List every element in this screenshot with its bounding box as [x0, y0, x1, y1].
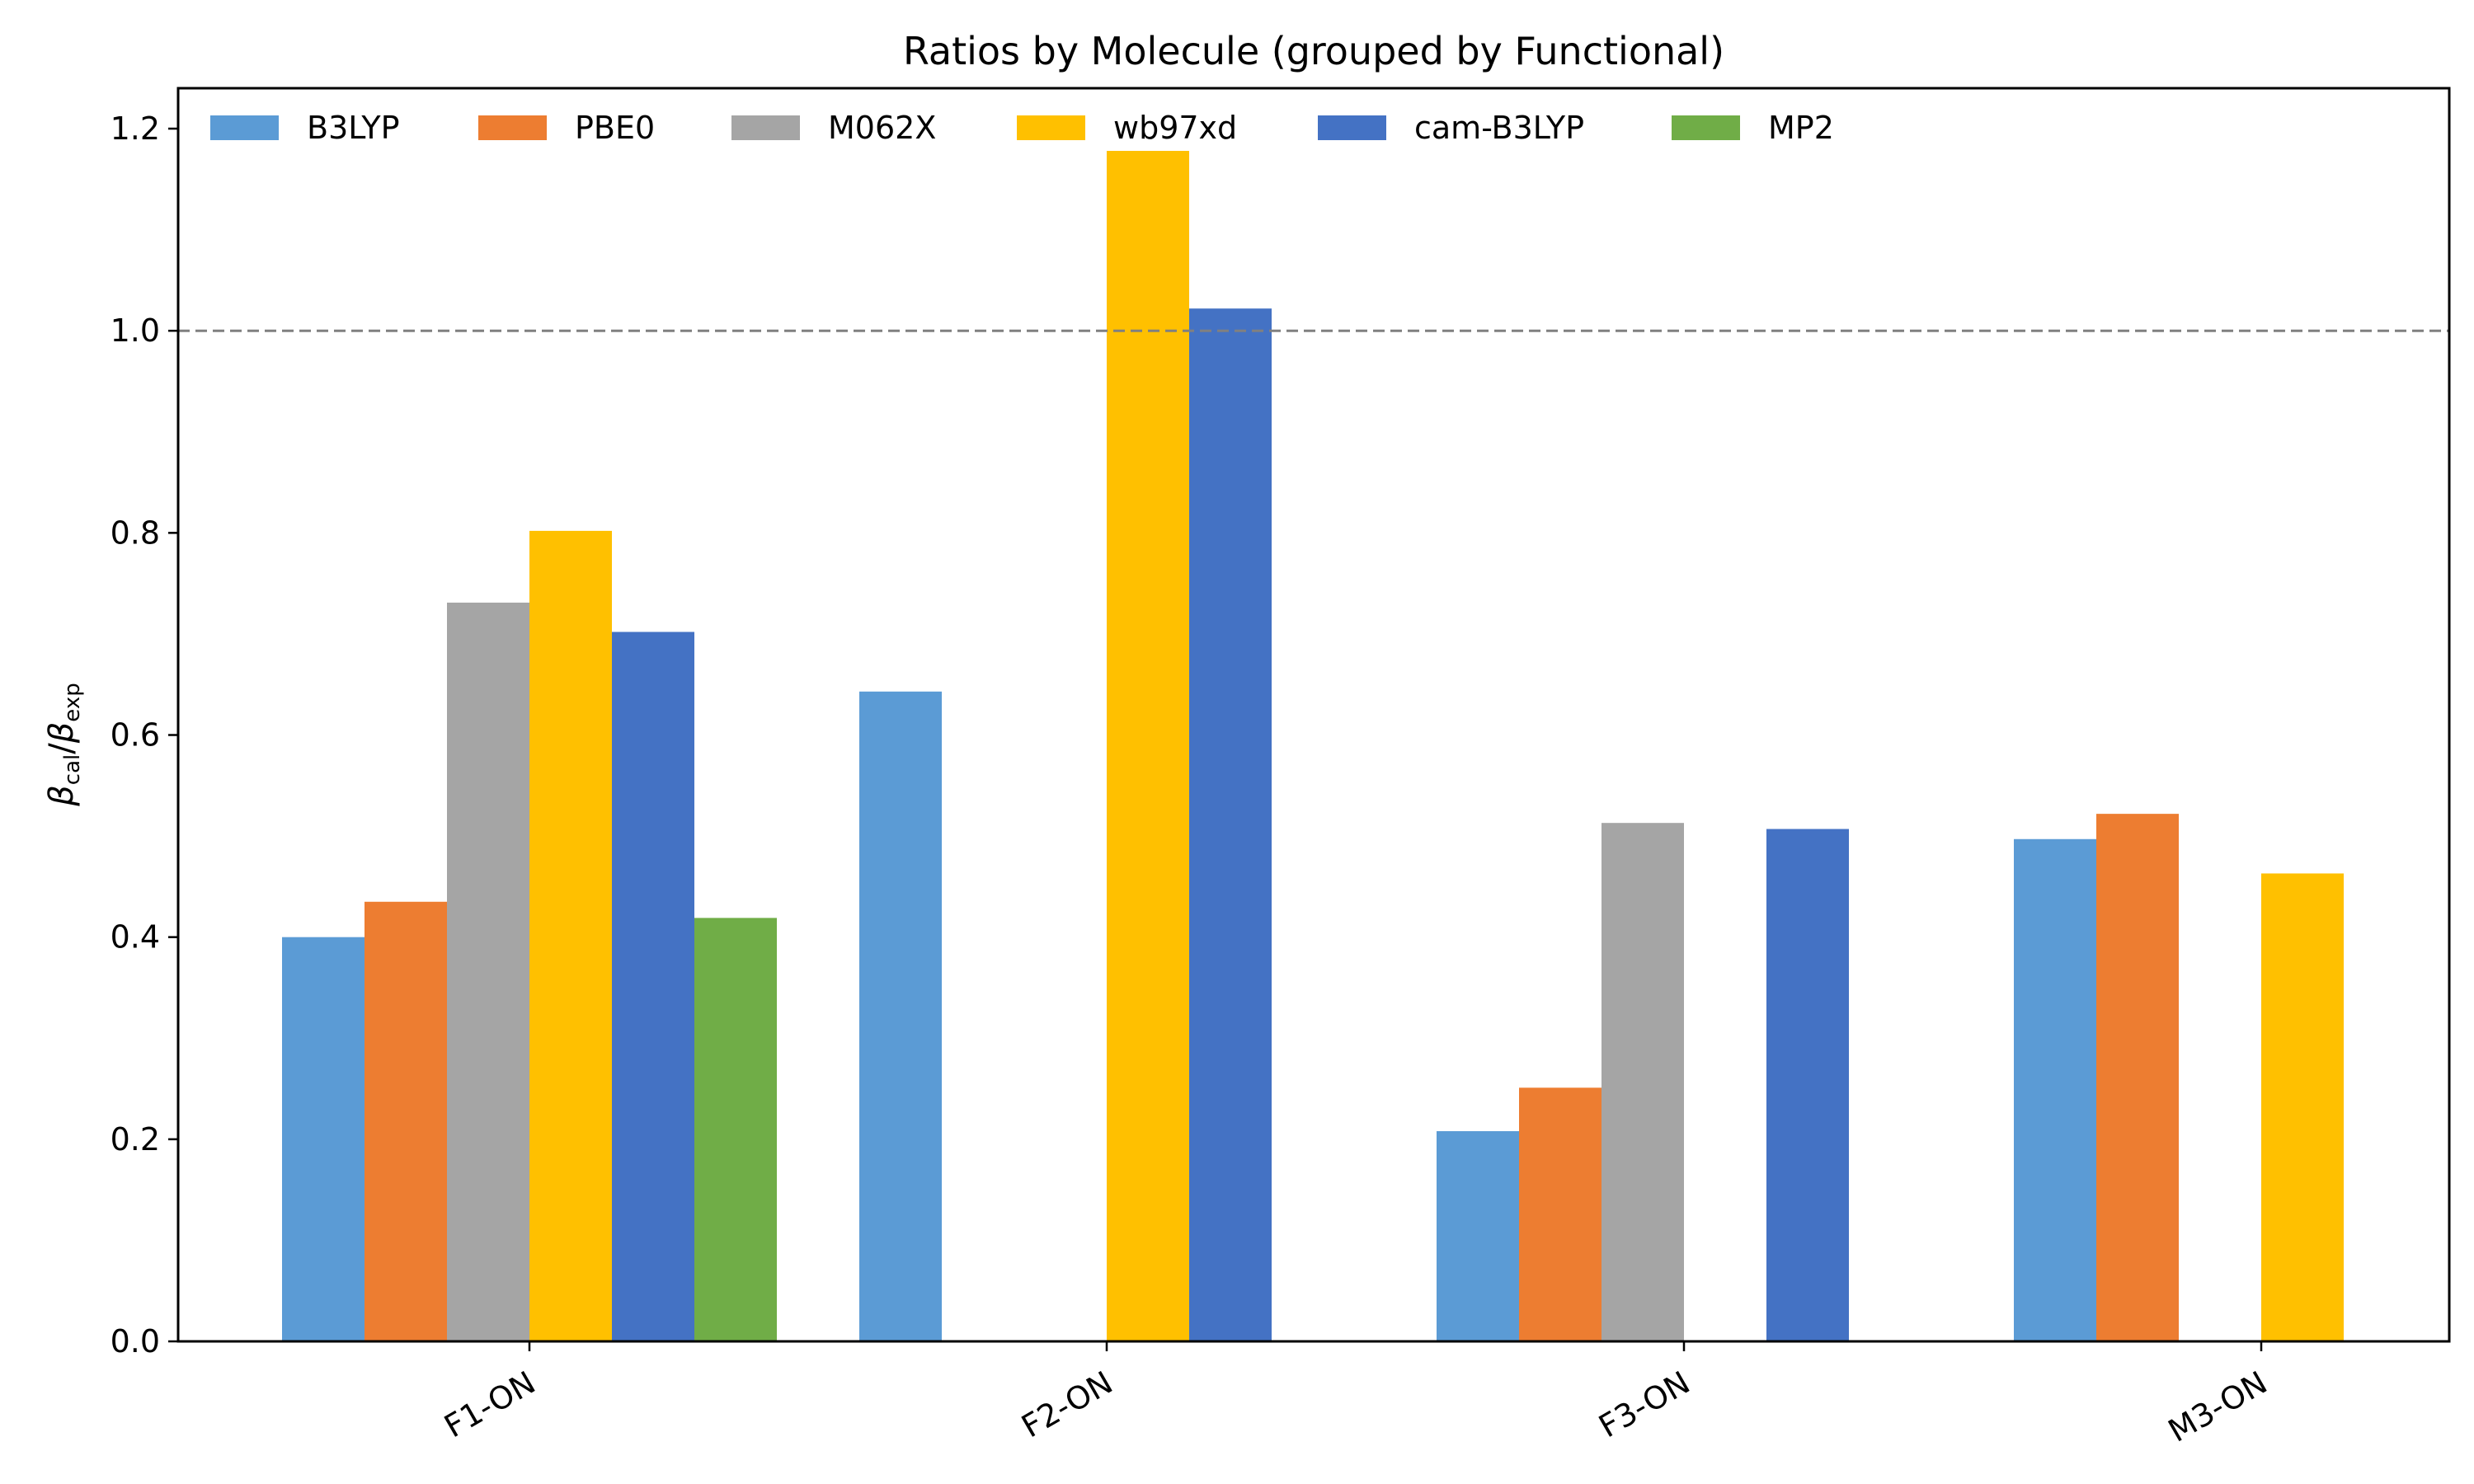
bar-cam-b3lyp-f2-on	[1189, 308, 1272, 1341]
bar-b3lyp-f1-on	[282, 937, 365, 1341]
y-tick-label: 1.2	[111, 110, 160, 147]
y-tick-label: 0.8	[111, 514, 160, 551]
bar-cam-b3lyp-f1-on	[612, 632, 694, 1341]
bar-m062x-f1-on	[447, 602, 529, 1341]
legend-swatch-pbe0	[478, 115, 547, 140]
x-tick-label: F3-ON	[1592, 1364, 1696, 1445]
x-tick-label: M3-ON	[2162, 1364, 2274, 1449]
y-label-subscript-1: cal	[60, 754, 85, 785]
y-tick-label: 0.4	[111, 919, 160, 956]
y-axis-label: βcal/βexp	[43, 683, 85, 806]
legend-label-pbe0: PBE0	[575, 110, 655, 146]
bar-b3lyp-f2-on	[859, 691, 942, 1341]
plot-frame	[176, 87, 2451, 1343]
y-tick-label: 0.2	[111, 1121, 160, 1158]
legend-label-wb97xd: wb97xd	[1113, 110, 1237, 146]
legend-label-cam-b3lyp: cam-B3LYP	[1414, 110, 1584, 146]
x-axis: F1-ON F2-ON F3-ON M3-ON	[438, 1341, 2274, 1449]
y-tick-label: 0.6	[111, 717, 160, 754]
bar-wb97xd-m3-on	[2261, 873, 2344, 1341]
bar-b3lyp-m3-on	[2014, 838, 2096, 1341]
plot-area	[178, 151, 2449, 1341]
y-label-symbol-1: β	[43, 785, 81, 807]
y-label-subscript-2: exp	[60, 683, 85, 721]
legend-swatch-wb97xd	[1017, 115, 1085, 140]
y-axis: 0.0 0.2 0.4 0.6 0.8 1.0 1.2	[111, 110, 178, 1360]
legend-label-mp2: MP2	[1768, 110, 1834, 146]
bar-wb97xd-f1-on	[529, 530, 612, 1341]
legend-swatch-cam-b3lyp	[1318, 115, 1386, 140]
x-tick-label: F2-ON	[1015, 1364, 1118, 1445]
bar-cam-b3lyp-f3-on	[1766, 829, 1849, 1341]
legend-swatch-mp2	[1672, 115, 1740, 140]
bar-pbe0-f1-on	[365, 901, 447, 1341]
y-label-separator: /	[43, 743, 81, 754]
bar-pbe0-f3-on	[1519, 1087, 1602, 1341]
y-tick-label: 0.0	[111, 1323, 160, 1360]
y-label-symbol-2: β	[43, 722, 81, 744]
legend-swatch-m062x	[731, 115, 800, 140]
chart-title: Ratios by Molecule (grouped by Functiona…	[903, 29, 1724, 73]
legend: B3LYP PBE0 M062X wb97xd cam-B3LYP MP2	[210, 110, 1834, 146]
x-tick-label: F1-ON	[438, 1364, 541, 1445]
bar-b3lyp-f3-on	[1437, 1131, 1519, 1341]
legend-label-b3lyp: B3LYP	[307, 110, 400, 146]
bar-pbe0-m3-on	[2096, 814, 2179, 1341]
bar-wb97xd-f2-on	[1107, 151, 1189, 1341]
legend-swatch-b3lyp	[210, 115, 279, 140]
bar-mp2-f1-on	[694, 918, 777, 1341]
legend-label-m062x: M062X	[828, 110, 936, 146]
bar-m062x-f3-on	[1602, 823, 1684, 1341]
y-tick-label: 1.0	[111, 312, 160, 349]
